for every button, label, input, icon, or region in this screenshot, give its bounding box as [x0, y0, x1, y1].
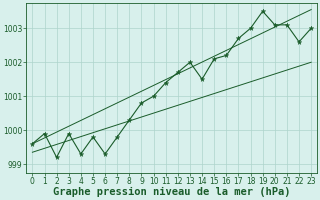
X-axis label: Graphe pression niveau de la mer (hPa): Graphe pression niveau de la mer (hPa) [53, 187, 291, 197]
